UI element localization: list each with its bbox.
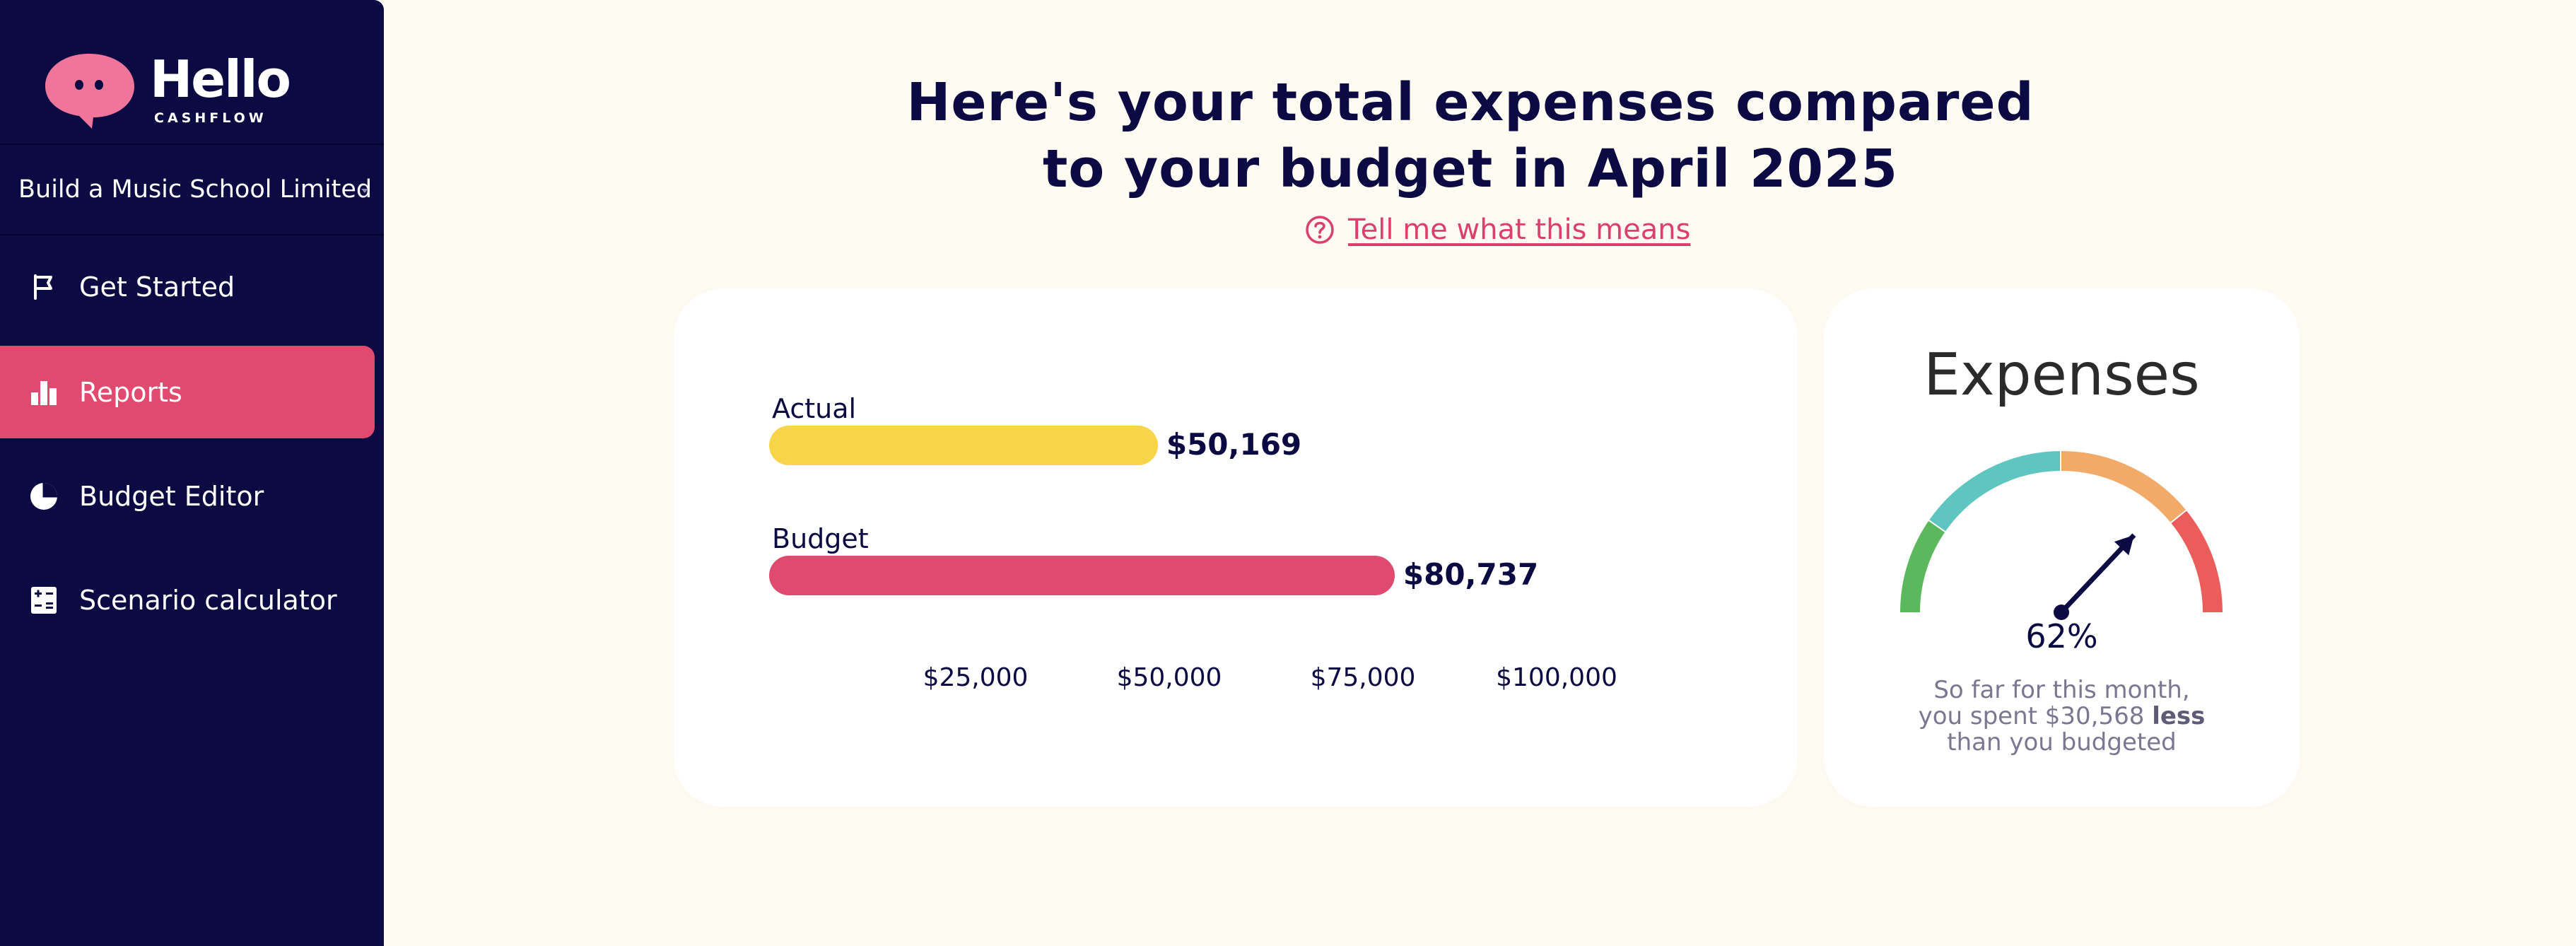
gauge-note-line-1: So far for this month, xyxy=(1933,676,2190,704)
bar-budget[interactable] xyxy=(769,556,1395,595)
gauge-note-line-2: you spent $30,568 less xyxy=(1824,703,2300,730)
gauge-segment xyxy=(1900,520,1946,613)
gauge-note-emphasis: less xyxy=(2152,702,2206,730)
gauge-segment xyxy=(2171,510,2223,613)
gauge-percent: 62% xyxy=(2025,617,2098,655)
bar-chart-icon xyxy=(28,377,59,408)
sidebar-item-label: Budget Editor xyxy=(79,480,264,512)
sidebar-item-scenario-calculator[interactable]: Scenario calculator xyxy=(0,554,375,646)
calculator-icon xyxy=(28,585,59,616)
x-tick-label: $75,000 xyxy=(1310,663,1416,692)
expense-gauge xyxy=(1900,451,2223,620)
pie-chart-icon xyxy=(28,481,59,512)
gauge-title: Expenses xyxy=(1924,341,2200,409)
sidebar: Hello CASHFLOW Build a Music School Limi… xyxy=(0,0,384,946)
sidebar-item-reports[interactable]: Reports xyxy=(0,346,375,438)
gauge-note-amount: you spent $30,568 xyxy=(1918,702,2145,730)
sidebar-item-label: Reports xyxy=(79,376,182,408)
speech-bubble-icon xyxy=(45,54,134,129)
bar-label-budget: Budget xyxy=(772,523,869,554)
flag-icon xyxy=(28,271,59,303)
x-tick-label: $100,000 xyxy=(1496,663,1617,692)
question-circle-icon xyxy=(1306,216,1334,244)
page-title-line-2: to your budget in April 2025 xyxy=(1043,139,1898,199)
gauge-note: So far for this month, you spent $30,568… xyxy=(1824,677,2300,756)
sidebar-item-get-started[interactable]: Get Started xyxy=(0,240,375,333)
expense-gauge-card: Expenses 62% So far for this month, you … xyxy=(1824,288,2300,807)
gauge-needle-head xyxy=(2114,535,2134,556)
chevron-down-icon xyxy=(361,189,368,193)
sidebar-item-label: Scenario calculator xyxy=(79,584,337,616)
page-title-line-1: Here's your total expenses compared xyxy=(906,72,2035,133)
x-tick-label: $25,000 xyxy=(923,663,1029,692)
gauge-segment xyxy=(1929,451,2062,532)
organization-name: Build a Music School Limited xyxy=(18,175,373,204)
x-tick-label: $50,000 xyxy=(1116,663,1222,692)
gauge-needle-hub xyxy=(2054,605,2069,620)
brand-name: Hello xyxy=(150,49,291,109)
expense-chart-card: Actual $50,169 Budget $80,737 $25,000 $50,00… xyxy=(674,288,1798,807)
explain-link-text: Tell me what this means xyxy=(1348,214,1691,246)
brand-subtitle: CASHFLOW xyxy=(154,110,267,126)
bar-label-actual: Actual xyxy=(772,393,857,424)
bar-value-actual: $50,169 xyxy=(1166,427,1302,462)
gauge-segment xyxy=(2061,451,2187,524)
sidebar-item-budget-editor[interactable]: Budget Editor xyxy=(0,450,375,542)
sidebar-item-label: Get Started xyxy=(79,271,235,303)
bar-value-budget: $80,737 xyxy=(1403,557,1539,592)
page-title: Here's your total expenses compared to y… xyxy=(870,69,2071,202)
brand-logo[interactable]: Hello CASHFLOW xyxy=(42,45,297,137)
gauge-note-line-3: than you budgeted xyxy=(1947,728,2177,757)
bar-actual[interactable] xyxy=(769,426,1158,465)
organization-selector[interactable]: Build a Music School Limited xyxy=(0,144,384,235)
explain-link[interactable]: Tell me what this means xyxy=(1304,214,1690,246)
